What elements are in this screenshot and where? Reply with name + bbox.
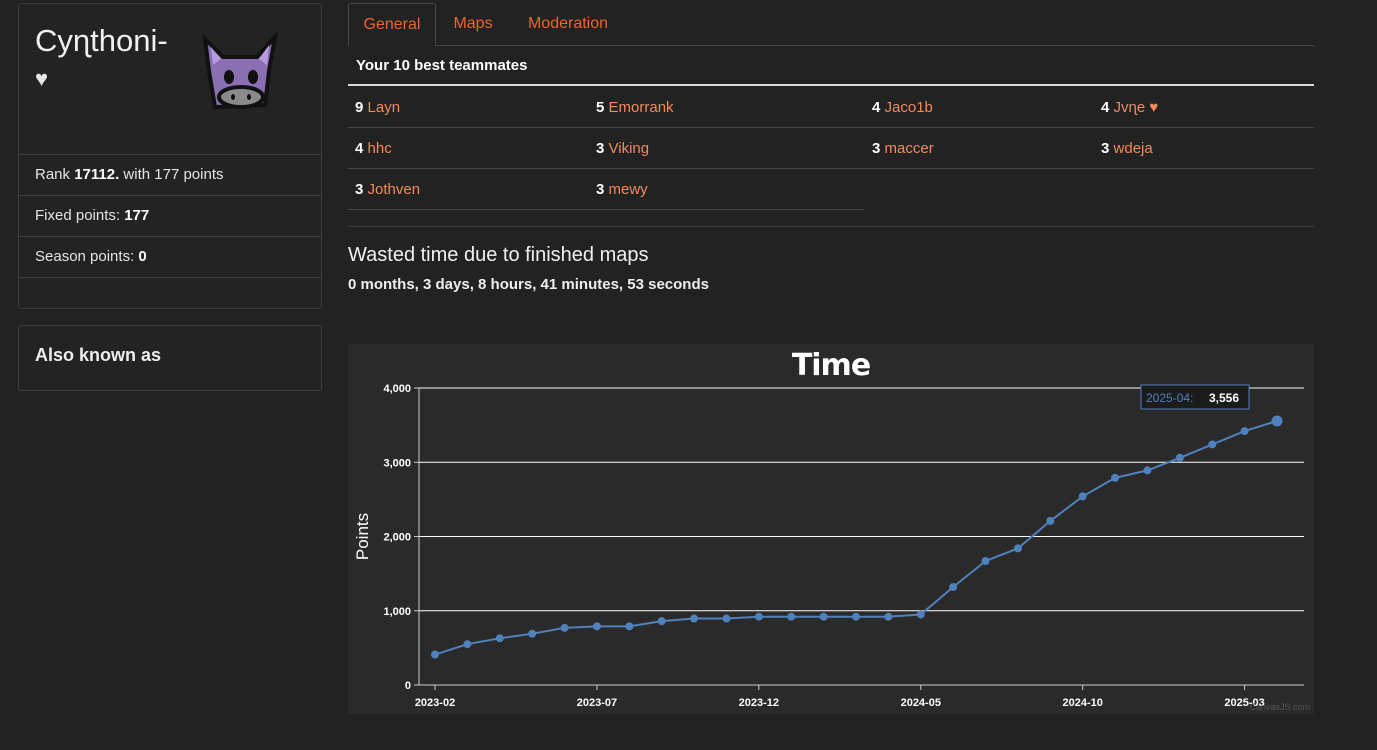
teammate-entry: 4 Jaco1b [872, 99, 933, 116]
season-points-row: Season points: 0 [19, 236, 321, 276]
season-points-value: 0 [138, 248, 147, 265]
data-point [1143, 466, 1152, 475]
tooltip-value: 3,556 [1209, 391, 1239, 405]
tab-bar: General Maps Moderation [348, 3, 1314, 46]
teammate-entry: 5 Emorrank [596, 99, 674, 116]
teammate-link[interactable]: hhc [367, 140, 392, 157]
data-point [1208, 440, 1217, 449]
chart-plot: 0 1,000 2,000 3,000 4,000 2023-02 2023-07 2023-… [353, 383, 1304, 709]
teammate-link[interactable]: mewy [608, 181, 648, 198]
data-point [949, 582, 958, 591]
teammate-entry: 4 hhc [355, 140, 392, 157]
table-row: 4 hhc 3 Viking 3 maccer 3 wdeja [348, 128, 1314, 169]
also-known-as-card: Also known as [18, 325, 322, 391]
points-chart: Time 0 1,000 2,000 3,000 4,000 2023-02 2023-07… [348, 344, 1314, 714]
tab-maps[interactable]: Maps [453, 15, 493, 32]
teammate-link[interactable]: Jothven [367, 181, 421, 198]
data-point [528, 629, 537, 638]
table-row: 9 Layn 5 Emorrank 4 Jaco1b 4 Jvɳe ♥ [348, 87, 1314, 128]
teammate-link[interactable]: Layn [367, 99, 401, 116]
data-point [981, 557, 990, 566]
tooltip-label: 2025-04: [1146, 391, 1193, 405]
y-axis-label: Points [353, 513, 372, 560]
teammate-link[interactable]: Emorrank [608, 99, 674, 116]
teammate-link[interactable]: Jaco1b [884, 99, 933, 116]
x-tick-label: 2024-05 [901, 697, 941, 709]
rank-row: Rank 17112. with 177 points [19, 154, 321, 194]
y-tick-label: 2,000 [383, 532, 411, 544]
teammate-link[interactable]: Jvɳe ♥ [1113, 99, 1159, 116]
data-point [463, 640, 472, 649]
data-point [1111, 473, 1120, 482]
wasted-time-value: 0 months, 3 days, 8 hours, 41 minutes, 5… [348, 276, 709, 293]
x-tick-label: 2023-12 [739, 697, 779, 709]
chart-credit: CanvasJS.com [1249, 702, 1310, 712]
teammate-entry: 3 Jothven [355, 181, 421, 198]
data-point [916, 610, 925, 619]
data-point [625, 622, 634, 631]
data-point [852, 612, 860, 621]
empty-row [19, 277, 321, 308]
y-tick-label: 3,000 [383, 457, 411, 469]
tab-general[interactable]: General [348, 3, 436, 46]
data-point [690, 614, 699, 623]
teammate-entry: 3 Viking [596, 140, 650, 157]
rank-value: 17112. [74, 166, 120, 183]
fixed-points-value: 177 [124, 207, 150, 224]
teammate-link[interactable]: maccer [884, 140, 934, 157]
wasted-time-title: Wasted time due to finished maps [348, 244, 649, 266]
y-tick-label: 1,000 [383, 606, 411, 618]
data-point [1240, 427, 1249, 436]
y-tick-label: 4,000 [383, 383, 411, 395]
teammates-header: Your 10 best teammates [348, 45, 1314, 86]
also-known-as-title: Also known as [35, 345, 162, 365]
data-point [431, 650, 439, 659]
data-point [1046, 516, 1055, 525]
data-point [787, 612, 796, 621]
x-tick-label: 2025-03 [1224, 697, 1264, 709]
data-point [1078, 492, 1087, 501]
teammate-entry: 9 Layn [355, 99, 401, 116]
table-row: 3 Jothven 3 mewy [348, 169, 864, 210]
data-point [754, 612, 763, 621]
x-tick-label: 2023-07 [577, 697, 617, 709]
x-tick-label: 2023-02 [415, 697, 455, 709]
x-tick-label: 2024-10 [1063, 697, 1103, 709]
data-point [819, 612, 828, 621]
data-point [1175, 453, 1184, 462]
data-point [1013, 544, 1022, 553]
data-point [722, 614, 731, 623]
data-point [1271, 415, 1283, 427]
teammate-link[interactable]: Viking [608, 140, 650, 157]
data-point [495, 634, 504, 643]
avatar [202, 31, 279, 110]
fixed-points-row: Fixed points: 177 [19, 195, 321, 235]
data-point [657, 617, 666, 626]
teammate-entry: 3 wdeja [1101, 140, 1153, 157]
divider [348, 226, 1314, 227]
player-name: Cyɳthoni- [35, 23, 168, 58]
chart-tooltip: 2025-04: 3,556 [1140, 384, 1250, 410]
data-point [560, 623, 569, 632]
teammate-entry: 3 mewy [596, 181, 648, 198]
teammate-link[interactable]: wdeja [1113, 140, 1153, 157]
data-point [592, 622, 601, 631]
teammate-entry: 3 maccer [872, 140, 934, 157]
data-point [884, 612, 893, 621]
teammate-entry: 4 Jvɳe ♥ [1101, 99, 1159, 116]
chart-title: Time [791, 348, 871, 383]
heart-icon: ♥ [35, 66, 49, 91]
tab-moderation[interactable]: Moderation [527, 15, 609, 32]
profile-card: Cyɳthoni- ♥ Rank 17112. with 177 points … [18, 3, 322, 309]
y-tick-label: 0 [405, 680, 411, 692]
